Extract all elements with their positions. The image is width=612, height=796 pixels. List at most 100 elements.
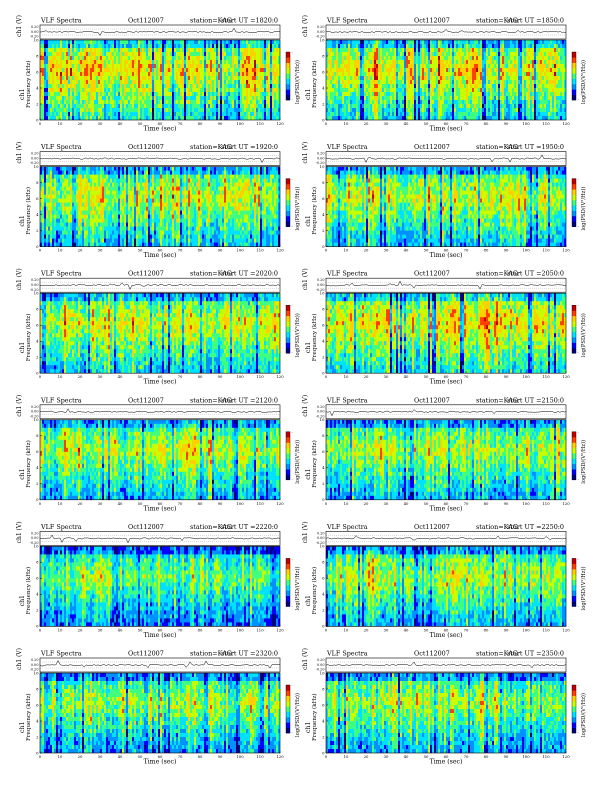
spectrogram-cell	[78, 80, 80, 84]
spectrogram-cell	[540, 108, 542, 112]
spectrogram-cell	[164, 40, 166, 44]
spectrogram-cell	[422, 108, 424, 112]
spectrogram-cell	[340, 108, 342, 112]
spectrogram-cell	[272, 104, 274, 108]
spectrogram-cell	[250, 60, 252, 64]
spectrogram-cell	[56, 64, 58, 68]
spectrogram-cell	[42, 108, 44, 112]
spectrogram-cell	[220, 48, 222, 52]
spectrogram-cell	[470, 44, 472, 48]
spectrogram-cell	[44, 108, 46, 112]
spectrogram-cell	[420, 96, 422, 100]
spectrogram-cell	[166, 48, 168, 52]
spectrogram-cell	[462, 108, 464, 112]
spectrogram-cell	[356, 92, 358, 96]
spectrogram-cell	[228, 104, 230, 108]
spectrogram-cell	[140, 92, 142, 96]
spectrogram-cell	[50, 64, 52, 68]
spectrogram-cell	[392, 80, 394, 84]
spectrogram-cell	[488, 60, 490, 64]
spectrogram-cell	[350, 44, 352, 48]
spectrogram-cell	[404, 80, 406, 84]
panel-date: Oct112007	[128, 143, 164, 151]
spectrogram-cell	[396, 68, 398, 72]
spectrogram-cell	[90, 40, 92, 44]
spectrogram-cell	[402, 56, 404, 60]
spectrogram-cell	[100, 100, 102, 104]
spectrogram-cell	[224, 72, 226, 76]
spectrogram-cell	[388, 104, 390, 108]
spectrogram-cell	[444, 104, 446, 108]
spectrogram-cell	[218, 108, 220, 112]
spectrogram-cell	[176, 40, 178, 44]
spectrogram-cell	[194, 112, 196, 116]
spectrogram-cell	[64, 60, 66, 64]
spectrogram-cell	[146, 116, 148, 120]
spectrogram-cell	[556, 84, 558, 88]
spectrogram-cell	[122, 84, 124, 88]
spectrogram-cell	[54, 84, 56, 88]
spectrogram-cell	[248, 108, 250, 112]
spectrogram-cell	[528, 108, 530, 112]
spectrogram-cell	[450, 52, 452, 56]
spectrogram-cell	[108, 40, 110, 44]
spectrogram-cell	[558, 116, 560, 120]
spectrogram-cell	[484, 56, 486, 60]
spectrogram-cell	[244, 60, 246, 64]
spectrogram-cell	[116, 48, 118, 52]
spectrogram-cell	[94, 104, 96, 108]
spectrogram-cell	[264, 84, 266, 88]
spectrogram-cell	[524, 40, 526, 44]
spectrogram-cell	[132, 64, 134, 68]
spectrogram-cell	[354, 100, 356, 104]
spectrogram-cell	[436, 44, 438, 48]
spectrogram-cell	[326, 80, 328, 84]
spectrogram-cell	[400, 76, 402, 80]
spectrogram-cell	[374, 80, 376, 84]
ch1-axis-label: ch1 (V)	[16, 142, 23, 164]
spectrogram-cell	[194, 100, 196, 104]
spectrogram-cell	[226, 104, 228, 108]
spectrogram-cell	[520, 76, 522, 80]
spectrogram-cell	[508, 112, 510, 116]
spectrogram-cell	[362, 48, 364, 52]
spectrogram-cell	[338, 64, 340, 68]
spectrogram-cell	[406, 76, 408, 80]
spectrogram-cell	[400, 52, 402, 56]
spectrogram-cell	[74, 68, 76, 72]
spectrogram-cell	[194, 48, 196, 52]
spectrogram-cell	[352, 112, 354, 116]
spectrogram-cell	[186, 68, 188, 72]
spectrogram-cell	[424, 44, 426, 48]
spectrogram-cell	[244, 44, 246, 48]
spectrogram-cell	[166, 72, 168, 76]
spectrogram-cell	[204, 100, 206, 104]
spectrogram-cell	[474, 48, 476, 52]
spectrogram-cell	[266, 116, 268, 120]
spectrogram-cell	[40, 239, 42, 243]
spectrogram-cell	[182, 72, 184, 76]
spectrogram-cell	[152, 76, 154, 80]
spectrogram-cell	[96, 40, 98, 44]
spectrogram-cell	[226, 68, 228, 72]
spectrogram-cell	[252, 116, 254, 120]
spectrogram-cell	[492, 112, 494, 116]
spectrogram-cell	[354, 76, 356, 80]
spectrogram-cell	[230, 96, 232, 100]
spectrogram-cell	[408, 68, 410, 72]
spectrogram-cell	[476, 108, 478, 112]
spectrogram-cell	[190, 108, 192, 112]
spectrogram-cell	[538, 80, 540, 84]
spectrogram-cell	[412, 56, 414, 60]
spectrogram-cell	[456, 80, 458, 84]
spectrogram-cell	[494, 92, 496, 96]
spectrogram-cell	[74, 108, 76, 112]
spectrogram-cell	[42, 211, 44, 215]
spectrogram-cell	[350, 56, 352, 60]
spectrogram-cell	[148, 44, 150, 48]
spectrogram-cell	[204, 68, 206, 72]
spectrogram-cell	[478, 76, 480, 80]
spectrogram-cell	[536, 44, 538, 48]
spectrogram-cell	[392, 40, 394, 44]
spectrogram-cell	[256, 64, 258, 68]
